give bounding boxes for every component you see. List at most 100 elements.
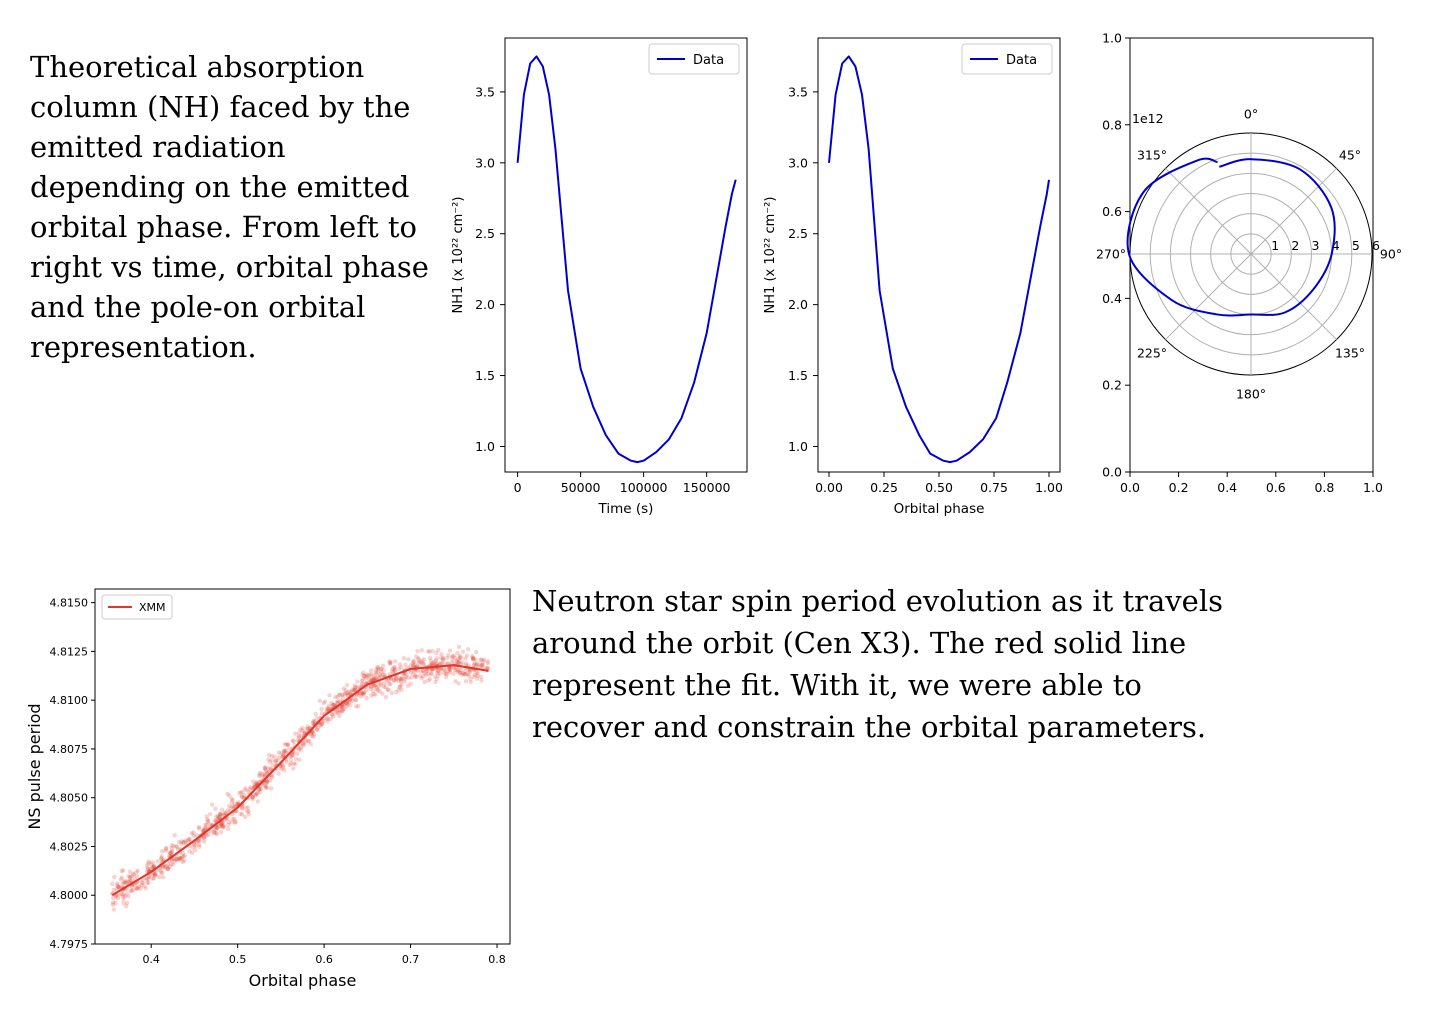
scatter-point (300, 726, 306, 731)
scatter-point (187, 849, 192, 854)
scatter-point (171, 843, 176, 849)
scatter-x-tick-label-3: 0.7 (402, 953, 420, 966)
scatter-point (325, 719, 331, 724)
scatter-point (300, 742, 306, 747)
scatter-point (208, 822, 213, 827)
scatter-point (343, 688, 348, 693)
scatter-point (449, 660, 454, 665)
scatter-point (486, 666, 491, 671)
scatter-point (270, 762, 275, 768)
scatter-point (136, 884, 142, 889)
scatter-point (311, 719, 316, 725)
scatter-point (284, 759, 289, 765)
scatter-point (421, 674, 426, 679)
scatter-point (165, 866, 170, 872)
scatter-point (485, 661, 490, 666)
scatter-point (255, 799, 260, 804)
scatter-point (253, 792, 259, 797)
y-tick-label-1-3: 2.5 (788, 226, 808, 241)
scatter-point (485, 659, 491, 664)
scatter-point (125, 900, 130, 906)
scatter-point (352, 685, 358, 690)
scatter-point (346, 689, 352, 694)
scatter-point (221, 824, 226, 829)
scatter-point (456, 660, 461, 665)
scatter-point (333, 710, 339, 715)
scatter-point (411, 659, 416, 665)
scatter-point (455, 651, 460, 656)
scatter-point (121, 897, 126, 902)
scatter-point (265, 779, 270, 785)
scatter-point (369, 684, 375, 689)
scatter-point (308, 732, 314, 737)
scatter-point (150, 865, 155, 870)
scatter-point (215, 825, 220, 830)
scatter-point (116, 896, 121, 901)
scatter-point (472, 672, 477, 677)
scatter-point (358, 694, 364, 699)
scatter-point (348, 691, 353, 696)
scatter-point (246, 790, 251, 795)
scatter-point (214, 827, 219, 832)
scatter-point (245, 809, 250, 814)
scatter-point (319, 722, 324, 727)
scatter-point (150, 871, 156, 877)
scatter-point (343, 691, 348, 696)
scatter-point (441, 671, 447, 676)
scatter-point (117, 892, 122, 897)
scatter-point (420, 658, 425, 664)
scatter-point (359, 691, 364, 697)
scatter-point (331, 702, 337, 707)
scatter-point (164, 864, 169, 869)
polar-y-tick-label-3: 0.6 (1102, 204, 1122, 219)
scatter-point (289, 753, 294, 759)
scatter-point (436, 669, 441, 674)
scatter-point (314, 727, 320, 732)
scatter-point (138, 886, 143, 892)
scatter-point (316, 725, 321, 730)
scatter-x-tick-label-1: 0.5 (229, 953, 247, 966)
scatter-point (356, 703, 361, 709)
scatter-point (337, 692, 342, 697)
scatter-point (122, 880, 128, 885)
scatter-point (354, 704, 359, 709)
scatter-point (402, 676, 407, 681)
scatter-point (186, 837, 192, 842)
scatter-point (386, 678, 391, 683)
scatter-point (133, 886, 139, 891)
scatter-point (250, 794, 255, 799)
y-tick-label-1-5: 3.5 (788, 84, 808, 99)
scatter-point (484, 665, 490, 671)
scatter-point (388, 681, 393, 687)
scatter-point (143, 886, 148, 891)
scatter-point (128, 888, 133, 894)
scatter-point (456, 644, 462, 650)
scatter-point (373, 682, 378, 687)
scatter-point (287, 746, 292, 751)
scatter-point (378, 666, 384, 672)
scatter-point (429, 671, 434, 676)
scatter-point (468, 679, 473, 685)
scatter-point (399, 679, 404, 684)
scatter-point (290, 753, 295, 758)
scatter-point (366, 674, 372, 679)
scatter-point (278, 766, 283, 772)
scatter-point (214, 814, 219, 819)
scatter-point (401, 672, 406, 677)
scatter-point (341, 686, 346, 691)
scatter-point (204, 822, 209, 828)
scatter-point (319, 706, 324, 712)
polar-y-tick-label-0: 0.0 (1102, 465, 1122, 480)
scatter-point (288, 761, 294, 766)
scatter-point (329, 712, 335, 717)
scatter-point (457, 653, 462, 659)
polar-radial-label-0: 1 (1271, 238, 1279, 253)
scatter-point (326, 706, 331, 711)
scatter-point (280, 755, 285, 760)
scatter-point (351, 688, 356, 693)
scatter-point (404, 672, 409, 677)
y-tick-label-0-1: 1.5 (475, 368, 495, 383)
scatter-point (301, 743, 306, 748)
scatter-point (169, 858, 175, 863)
scatter-point (453, 679, 458, 684)
